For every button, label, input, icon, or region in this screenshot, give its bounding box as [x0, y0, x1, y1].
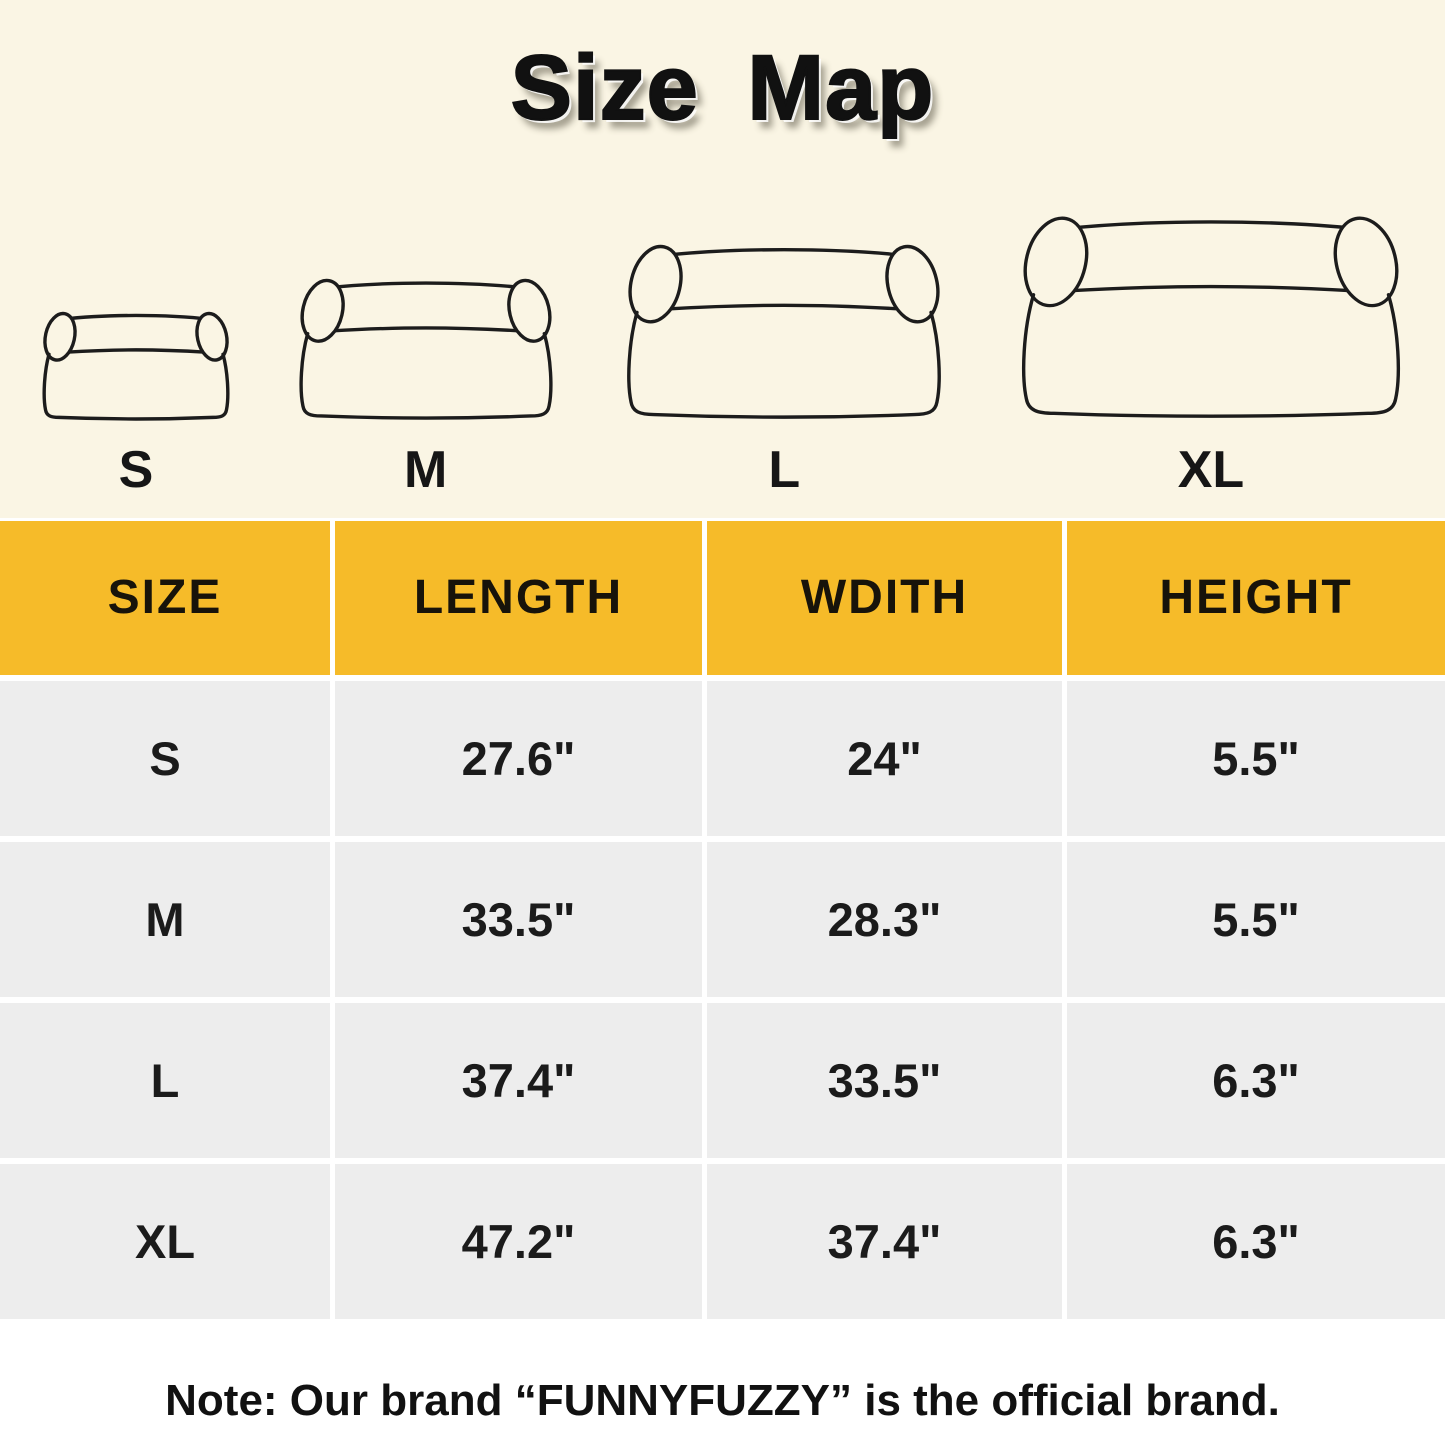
- cell-xl-length: 47.2": [335, 1164, 702, 1319]
- sofa-illustration-m: [290, 272, 562, 422]
- page-title: Size Map: [510, 36, 935, 139]
- cell-m-size: M: [0, 842, 330, 997]
- cell-s-width: 24": [707, 681, 1062, 836]
- column-header-height: HEIGHT: [1067, 521, 1445, 675]
- cell-xl-height: 6.3": [1067, 1164, 1445, 1319]
- cell-l-length: 37.4": [335, 1003, 702, 1158]
- cell-s-length: 27.6": [335, 681, 702, 836]
- cell-m-height: 5.5": [1067, 842, 1445, 997]
- cell-l-height: 6.3": [1067, 1003, 1445, 1158]
- sofa-illustration-l: [615, 236, 953, 422]
- cell-xl-size: XL: [0, 1164, 330, 1319]
- cell-l-width: 33.5": [707, 1003, 1062, 1158]
- sofa-size-label: M: [403, 441, 448, 499]
- size-option-m: M: [290, 272, 562, 496]
- cell-m-width: 28.3": [707, 842, 1062, 997]
- hero-section: Size Map S M: [0, 0, 1445, 518]
- footer-section: Note: Our brand “FUNNYFUZZY” is the offi…: [0, 1319, 1445, 1431]
- sofa-size-label: S: [118, 441, 154, 499]
- size-table: SIZE LENGTH WDITH HEIGHT S 27.6" 24" 5.5…: [0, 518, 1445, 1319]
- cell-s-height: 5.5": [1067, 681, 1445, 836]
- size-option-s: S: [36, 307, 236, 496]
- sofa-illustration-xl: [1007, 206, 1415, 422]
- sofa-size-label: XL: [1177, 441, 1245, 499]
- cell-l-size: L: [0, 1003, 330, 1158]
- column-header-length: LENGTH: [335, 521, 702, 675]
- cell-s-size: S: [0, 681, 330, 836]
- sofa-illustration-row: S M L: [0, 206, 1445, 518]
- brand-note: Note: Our brand “FUNNYFUZZY” is the offi…: [165, 1375, 1280, 1425]
- sofa-illustration-s: [36, 307, 236, 422]
- cell-m-length: 33.5": [335, 842, 702, 997]
- cell-xl-width: 37.4": [707, 1164, 1062, 1319]
- column-header-width: WDITH: [707, 521, 1062, 675]
- column-header-size: SIZE: [0, 521, 330, 675]
- sofa-size-label: L: [768, 441, 801, 499]
- size-option-xl: XL: [1007, 206, 1415, 496]
- size-option-l: L: [615, 236, 953, 496]
